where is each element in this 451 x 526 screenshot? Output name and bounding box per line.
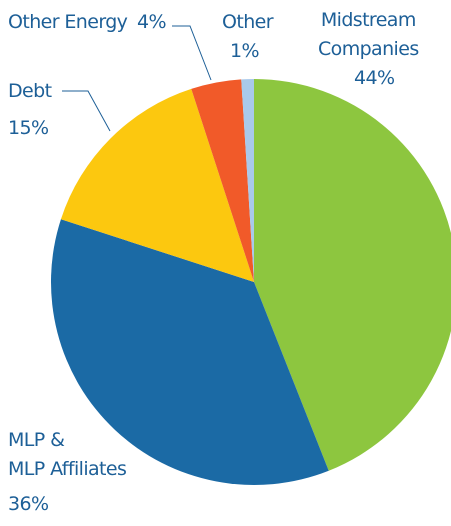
slice-label: Debt [8,80,52,102]
pie-slice [191,79,254,282]
pie-slice [50,219,329,486]
leader-line [62,90,111,132]
leader-line [172,25,212,81]
value-label: 1% [230,40,260,62]
pie-slice [241,79,254,282]
slice-label: Other [222,11,274,33]
slice-label: MLP & MLP Affiliates [8,429,127,480]
value-label: 36% [8,493,49,515]
value-label: 44% [354,67,395,89]
pie-slice [254,79,451,471]
slice-label: Midstream Companies [318,9,419,60]
pie-slice [60,88,254,283]
value-label: 4% [137,11,167,33]
value-label: 15% [8,117,49,139]
slice-label: Other Energy [8,11,128,33]
